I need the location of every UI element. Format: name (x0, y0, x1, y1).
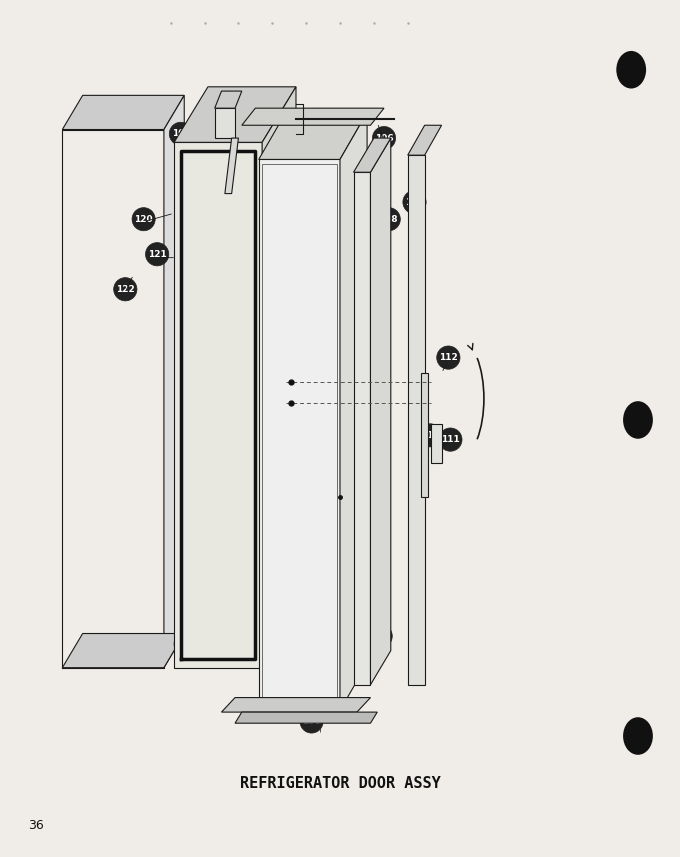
Text: 112: 112 (439, 353, 458, 363)
Polygon shape (262, 87, 296, 668)
Text: 120: 120 (134, 215, 153, 224)
Text: 111: 111 (441, 435, 460, 444)
Polygon shape (164, 95, 184, 668)
Text: 116: 116 (283, 367, 302, 375)
Text: 122: 122 (116, 285, 135, 294)
Text: 101: 101 (195, 219, 214, 228)
Polygon shape (225, 138, 239, 194)
Text: 120: 120 (176, 639, 195, 648)
Polygon shape (215, 91, 242, 108)
Polygon shape (63, 633, 184, 668)
Text: REFRIGERATOR DOOR ASSY: REFRIGERATOR DOOR ASSY (239, 776, 441, 790)
Text: 121: 121 (260, 606, 278, 615)
Polygon shape (242, 108, 384, 125)
Polygon shape (174, 142, 262, 668)
Text: 104: 104 (236, 121, 254, 129)
Polygon shape (354, 138, 391, 172)
Text: 121: 121 (148, 249, 167, 259)
Text: 104: 104 (246, 189, 265, 198)
Text: 115: 115 (280, 476, 299, 484)
Polygon shape (222, 698, 371, 712)
Circle shape (616, 51, 646, 88)
Text: 106: 106 (302, 717, 321, 726)
Polygon shape (258, 112, 367, 159)
Text: 113: 113 (371, 632, 390, 640)
Polygon shape (215, 108, 235, 138)
Polygon shape (408, 155, 424, 685)
Text: 114: 114 (276, 396, 295, 405)
Polygon shape (235, 712, 377, 723)
Polygon shape (63, 95, 184, 129)
Polygon shape (371, 138, 391, 685)
Text: 106: 106 (375, 134, 393, 142)
Text: 110: 110 (421, 431, 439, 440)
Polygon shape (258, 159, 340, 710)
Text: 105: 105 (310, 121, 329, 129)
Polygon shape (340, 112, 367, 710)
Text: 102: 102 (171, 129, 190, 138)
Polygon shape (408, 125, 441, 155)
Polygon shape (422, 373, 428, 497)
Text: 36: 36 (29, 819, 44, 832)
Text: 107: 107 (320, 255, 339, 264)
Polygon shape (431, 424, 441, 463)
Text: 103: 103 (243, 164, 261, 172)
Polygon shape (174, 87, 296, 142)
Text: 106: 106 (318, 695, 337, 704)
Circle shape (623, 401, 653, 439)
Circle shape (623, 717, 653, 755)
Text: 109: 109 (405, 198, 424, 207)
Text: 108: 108 (379, 215, 398, 224)
Polygon shape (354, 172, 371, 685)
